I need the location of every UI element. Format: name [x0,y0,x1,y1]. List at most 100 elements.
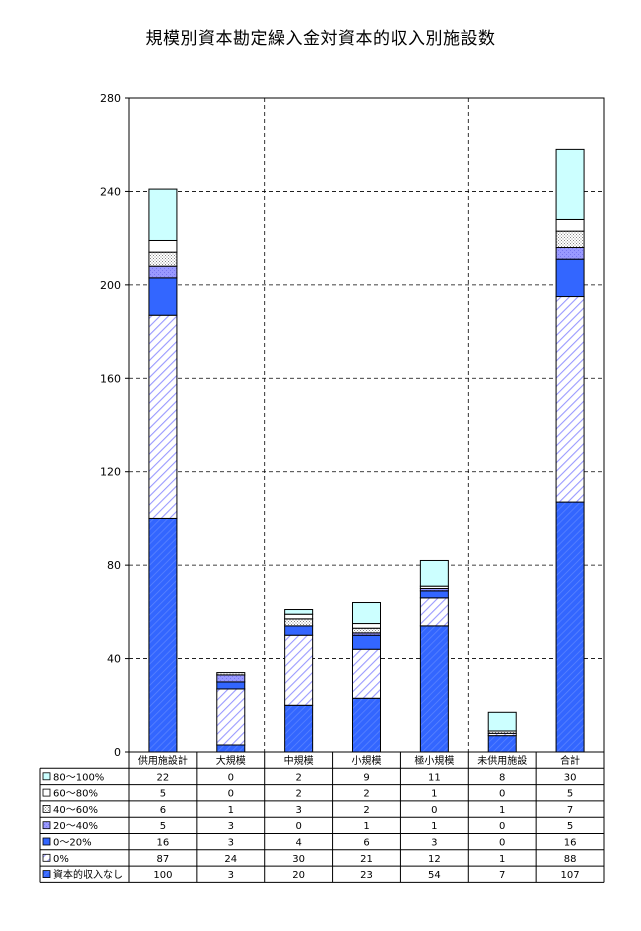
legend-label: 資本的収入なし [53,868,123,881]
table-value: 1 [431,821,437,832]
table-value: 1 [499,805,505,816]
table-value: 6 [160,805,166,816]
table-value: 30 [564,772,577,783]
bar-segment [555,246,585,260]
table-value: 16 [157,838,170,849]
bar-segment [555,148,585,220]
table-value: 30 [292,854,305,865]
table-value: 1 [363,821,369,832]
bar-segment [419,597,449,627]
legend-key [42,805,51,813]
bar-segment [216,674,246,683]
table-value: 11 [428,772,441,783]
legend-key [42,788,51,797]
y-tick-label: 0 [114,746,121,759]
bar-segment [352,602,381,625]
table-category-label: 中規模 [284,754,314,767]
table-value: 2 [363,789,369,800]
bar-segment [419,590,449,599]
table-value: 100 [153,870,172,881]
y-tick-label: 160 [100,372,121,385]
bar-segment [555,218,585,232]
bar-segment [148,188,178,241]
table-value: 5 [567,821,573,832]
chart-title: 規模別資本勘定繰入金対資本的収入別施設数 [145,29,496,49]
table-value: 3 [228,838,234,849]
legend-label: 60～80% [53,789,98,800]
bar-segment [148,517,178,753]
table-value: 0 [499,821,505,832]
table-category-label: 未供用施設 [477,754,527,767]
table-value: 0 [295,821,301,832]
table-value: 1 [499,854,505,865]
table-value: 9 [363,772,369,783]
bar-segment [216,744,246,753]
y-tick-label: 40 [107,653,121,666]
axis-layer: 0 40 80 120 160 200 240 280 [100,92,129,759]
bar-segment [284,704,314,753]
table-value: 0 [499,789,505,800]
bar-segment [216,681,246,690]
table-category-label: 供用施設計 [138,754,188,767]
bar-segment [555,230,585,248]
legend-label: 80～100% [53,772,104,783]
table-value: 5 [567,789,573,800]
bars-layer [148,148,585,753]
bar-segment [352,623,381,629]
table-value: 7 [499,870,505,881]
bar-segment [487,735,517,753]
bar-segment [216,688,246,746]
table-category-label: 極小規模 [414,754,454,767]
table-value: 23 [360,870,373,881]
table-value: 2 [295,789,301,800]
legend-key [42,870,51,878]
bar-segment [284,625,314,636]
legend-label: 40～60% [53,805,98,816]
table-value: 0 [431,805,437,816]
legend-key [42,821,51,830]
table-value: 2 [363,805,369,816]
table-value: 12 [428,854,441,865]
bar-segment [555,296,585,503]
table-value: 0 [228,789,234,800]
table-value: 3 [228,870,234,881]
table-value: 4 [295,838,301,849]
table-value: 1 [228,805,234,816]
table-value: 2 [295,772,301,783]
table-category-label: 合計 [560,754,580,767]
bar-segment [148,265,178,279]
table-value: 21 [360,854,373,865]
table-value: 1 [431,789,437,800]
table-value: 0 [499,838,505,849]
bar-segment [419,559,449,587]
table-value: 87 [157,854,170,865]
legend-label: 20～40% [53,821,98,832]
bar-segment [352,697,381,753]
table-value: 3 [431,838,437,849]
bar-segment [148,251,178,267]
table-value: 7 [567,805,573,816]
table-value: 3 [295,805,301,816]
table-value: 3 [228,821,234,832]
y-tick-label: 240 [100,185,121,198]
table-value: 22 [157,772,170,783]
table-value: 24 [224,854,237,865]
table-value: 107 [561,870,580,881]
bar-segment [419,625,449,753]
y-tick-label: 120 [100,466,121,479]
table-value: 20 [292,870,305,881]
table-value: 0 [228,772,234,783]
y-tick-label: 200 [100,279,121,292]
bar-segment [284,618,314,627]
bar-segment [284,634,314,706]
bar-segment [284,613,314,620]
table-value: 8 [499,772,505,783]
bar-segment [555,501,585,753]
legend-key [42,837,51,846]
y-tick-label: 80 [107,559,121,572]
bar-segment [555,258,585,298]
y-tick-label: 280 [100,92,121,105]
legend-key [42,772,51,781]
table-value: 6 [363,838,369,849]
